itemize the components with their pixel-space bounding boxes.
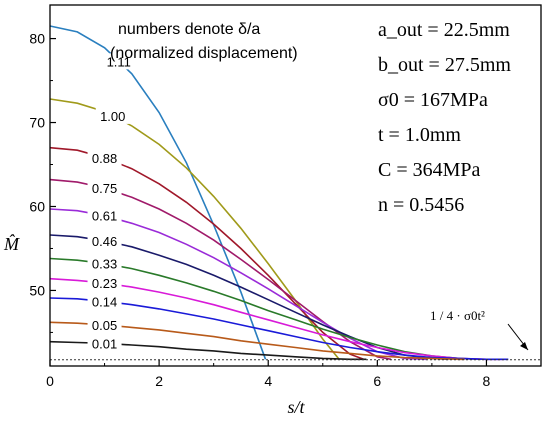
reference-label: 1 / 4 · σ0t² bbox=[430, 308, 485, 323]
curve-label-bg-0.05 bbox=[87, 316, 122, 333]
param-sigma0: σ0 = 167MPa bbox=[378, 89, 488, 111]
y-tick-label-50: 50 bbox=[29, 282, 45, 298]
curve-label-0.01: 0.01 bbox=[92, 336, 117, 351]
curve-label-0.23: 0.23 bbox=[92, 276, 117, 291]
series-line-1.11 bbox=[49, 25, 267, 360]
y-axis-title: M̂ bbox=[3, 234, 20, 254]
x-axis-title: s/t bbox=[287, 397, 305, 417]
curve-label-bg-1.00 bbox=[95, 107, 130, 124]
reference-arrow-head bbox=[520, 342, 528, 350]
curve-label-bg-0.88 bbox=[87, 149, 122, 166]
y-tick-label-60: 60 bbox=[29, 198, 45, 214]
curve-label-0.61: 0.61 bbox=[92, 209, 117, 224]
curve-label-0.14: 0.14 bbox=[92, 294, 117, 309]
series-line-0.23 bbox=[49, 277, 503, 361]
curve-label-bg-0.46 bbox=[87, 232, 122, 249]
param-b-out: b_out = 27.5mm bbox=[378, 54, 511, 76]
note-line-1: numbers denote δ/a bbox=[118, 21, 260, 38]
curve-label-bg-0.23 bbox=[87, 274, 122, 291]
series-line-0.14 bbox=[49, 297, 509, 361]
curve-label-bg-0.14 bbox=[87, 293, 122, 310]
param-C: C = 364MPa bbox=[378, 159, 481, 181]
curve-label-1.11: 1.11 bbox=[107, 54, 131, 69]
curve-label-bg-0.33 bbox=[87, 255, 122, 272]
y-tick-label-70: 70 bbox=[29, 115, 45, 131]
curve-label-bg-0.75 bbox=[87, 180, 122, 197]
ticks: 0 2 4 6 8 50 60 70 80 bbox=[29, 31, 542, 389]
x-tick-label-6: 6 bbox=[373, 373, 381, 389]
curve-label-0.88: 0.88 bbox=[92, 151, 117, 166]
curve-label-bg-0.61 bbox=[87, 207, 122, 224]
param-t: t = 1.0mm bbox=[378, 124, 461, 146]
curve-label-0.05: 0.05 bbox=[92, 318, 117, 333]
x-tick-label-2: 2 bbox=[155, 373, 163, 389]
series-line-0.05 bbox=[49, 321, 465, 361]
x-tick-label-4: 4 bbox=[264, 373, 272, 389]
curve-label-0.46: 0.46 bbox=[92, 234, 117, 249]
plot-frame bbox=[49, 4, 542, 367]
param-a-out: a_out = 22.5mm bbox=[378, 19, 510, 41]
curve-label-0.33: 0.33 bbox=[92, 257, 117, 272]
curve-label-1.00: 1.00 bbox=[100, 109, 125, 124]
curve-labels: 1.11 1.00 0.88 0.75 0.61 0.46 0.33 0.23 0.14 0.05… bbox=[87, 53, 136, 352]
note-line-2: (normalized displacement) bbox=[110, 45, 298, 62]
x-tick-label-0: 0 bbox=[46, 373, 54, 389]
curve-label-0.75: 0.75 bbox=[92, 181, 117, 196]
y-tick-label-80: 80 bbox=[29, 31, 45, 47]
curve-label-bg-1.11 bbox=[101, 53, 136, 70]
x-tick-label-8: 8 bbox=[483, 373, 491, 389]
param-n: n = 0.5456 bbox=[378, 194, 464, 216]
curve-label-bg-0.01 bbox=[87, 335, 122, 352]
